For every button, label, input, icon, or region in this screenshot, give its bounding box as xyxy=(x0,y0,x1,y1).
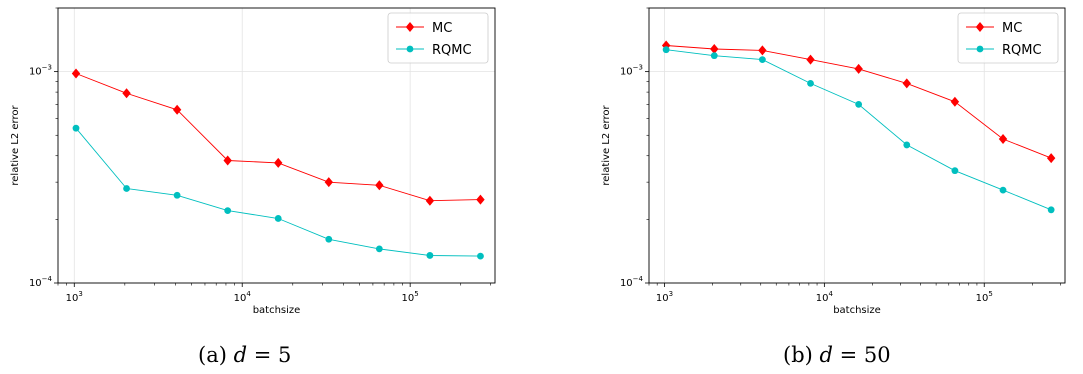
chart-a-xtick-label-1: 104 xyxy=(234,290,252,304)
chart-b-rqmc-point-2 xyxy=(758,56,766,64)
chart-b-mc-point-8 xyxy=(1046,153,1056,164)
chart-a-rqmc-point-0 xyxy=(72,124,80,132)
caption-b: (b) d = 50 xyxy=(783,343,891,367)
chart-a-legend-mc-label: MC xyxy=(432,21,452,36)
chart-b-mc-point-3 xyxy=(806,54,815,65)
chart-b-legend-mc-label: MC xyxy=(1002,21,1022,36)
chart-a-mc-point-8 xyxy=(476,194,485,205)
chart-b-xtick-label-1: 104 xyxy=(816,290,834,304)
chart-a-legend: MC RQMC xyxy=(387,12,489,64)
caption-b-label: (b) xyxy=(783,343,813,367)
chart-b-legend-rqmc-marker xyxy=(976,45,984,53)
chart-a-mc-point-1 xyxy=(122,88,131,99)
chart-a-rqmc-point-1 xyxy=(123,185,130,192)
chart-b-mc-point-7 xyxy=(998,134,1008,145)
chart-b-ylabel: relative L2 error xyxy=(601,105,612,186)
chart-b-mc-point-5 xyxy=(902,78,911,89)
chart-a-rqmc-point-2 xyxy=(173,191,181,199)
chart-b-xtick-label-2: 105 xyxy=(976,290,993,304)
chart-a-frame xyxy=(57,7,496,284)
chart-b-rqmc-point-8 xyxy=(1047,206,1055,214)
chart-a-rqmc-point-4 xyxy=(274,215,282,222)
chart-b-mc-point-6 xyxy=(950,96,960,107)
chart-b: 103 104 105 10−4 10−3 batchsize relative L2 er… xyxy=(601,7,1066,316)
chart-b-rqmc-point-5 xyxy=(903,141,911,149)
caption-b-variable: d xyxy=(819,343,833,367)
chart-a-ytick-label-1: 10−3 xyxy=(29,64,52,78)
chart-b-legend-mc-marker xyxy=(975,22,985,32)
chart-a-legend-rqmc-marker xyxy=(406,45,414,53)
chart-b-rqmc-point-7 xyxy=(999,186,1007,194)
chart-b-mc-point-4 xyxy=(854,63,863,74)
chart-b-rqmc-point-0 xyxy=(662,46,670,54)
chart-b-rqmc-point-1 xyxy=(710,52,718,60)
caption-a: (a) d = 5 xyxy=(198,343,291,367)
chart-b-legend: MC RQMC xyxy=(957,12,1059,64)
caption-a-value: = 5 xyxy=(247,343,292,367)
chart-a-mc-point-6 xyxy=(375,180,384,191)
caption-a-variable: d xyxy=(233,343,248,367)
chart-b-rqmc-point-4 xyxy=(855,100,863,108)
caption-a-label: (a) xyxy=(198,343,227,367)
chart-a-rqmc-point-6 xyxy=(375,245,383,253)
chart-a-mc-line xyxy=(75,73,481,202)
chart-b-xtick-label-0: 103 xyxy=(656,290,673,304)
chart-b-mc-point-1 xyxy=(710,43,719,54)
chart-a-legend-rqmc-label: RQMC xyxy=(432,43,472,58)
chart-a-legend-mc-marker xyxy=(405,22,415,32)
chart-a-mc-point-4 xyxy=(274,157,283,168)
chart-a-ytick-label-0: 10−4 xyxy=(29,275,53,289)
chart-b-frame xyxy=(648,7,1066,284)
chart-a: 103 104 105 10−4 10−3 batchsize relative L2 er… xyxy=(10,7,496,316)
chart-a-mc-point-2 xyxy=(172,104,182,115)
chart-a-xlabel: batchsize xyxy=(253,305,301,316)
chart-b-xlabel: batchsize xyxy=(833,305,881,316)
chart-b-legend-rqmc-label: RQMC xyxy=(1002,43,1042,58)
chart-b-rqmc-point-6 xyxy=(951,167,959,175)
chart-a-xtick-label-0: 103 xyxy=(66,290,83,304)
caption-b-value: = 50 xyxy=(832,343,891,367)
chart-a-rqmc-point-3 xyxy=(224,207,232,215)
chart-b-ytick-label-0: 10−4 xyxy=(620,275,644,289)
chart-a-rqmc-point-7 xyxy=(426,252,434,259)
chart-a-mc-point-0 xyxy=(71,68,81,79)
chart-a-rqmc-point-8 xyxy=(477,252,484,260)
chart-b-rqmc-point-3 xyxy=(807,79,814,87)
chart-a-mc-point-3 xyxy=(223,155,232,166)
chart-a-ylabel: relative L2 error xyxy=(10,105,21,186)
chart-a-rqmc-point-5 xyxy=(325,235,333,243)
chart-b-mc-point-2 xyxy=(758,45,767,56)
chart-b-ytick-label-1: 10−3 xyxy=(620,64,643,78)
chart-a-rqmc-line xyxy=(75,127,481,257)
chart-a-mc-point-7 xyxy=(425,195,435,206)
chart-a-mc-point-5 xyxy=(324,177,333,188)
chart-a-xtick-label-2: 105 xyxy=(402,290,419,304)
